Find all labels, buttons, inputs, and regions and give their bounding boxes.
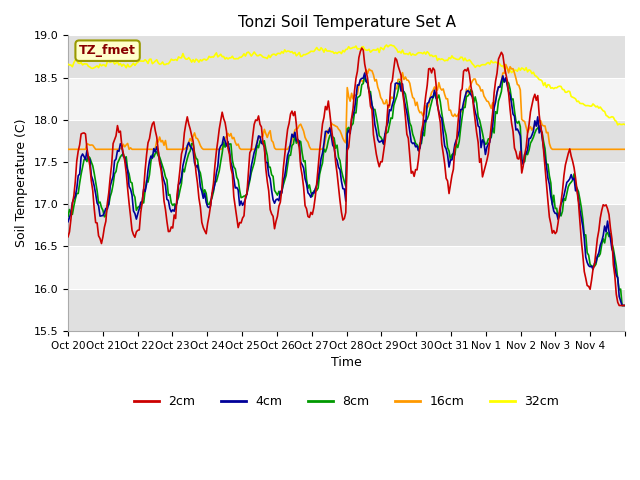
4cm [83, 148, 91, 154]
32cm [621, 122, 629, 128]
4cm [463, 89, 470, 95]
Bar [68, 162, 625, 204]
Bar [68, 204, 625, 246]
8cm [620, 302, 627, 308]
Title: Tonzi Soil Temperature Set A: Tonzi Soil Temperature Set A [237, 15, 456, 30]
4cm [620, 302, 627, 308]
4cm [361, 70, 369, 76]
4cm [100, 210, 108, 216]
2cm [463, 68, 470, 74]
Bar [68, 246, 625, 288]
2cm [100, 225, 108, 230]
32cm [545, 82, 553, 88]
2cm [545, 214, 553, 220]
32cm [614, 122, 621, 128]
8cm [618, 302, 626, 308]
8cm [64, 214, 72, 219]
Y-axis label: Soil Temperature (C): Soil Temperature (C) [15, 119, 28, 247]
Bar [68, 288, 625, 331]
16cm [545, 141, 553, 146]
X-axis label: Time: Time [331, 356, 362, 369]
16cm [618, 146, 626, 152]
Line: 16cm: 16cm [68, 64, 625, 149]
4cm [545, 181, 553, 187]
2cm [358, 45, 365, 51]
32cm [620, 121, 627, 127]
8cm [83, 159, 91, 165]
16cm [502, 61, 509, 67]
32cm [463, 58, 470, 63]
4cm [64, 219, 72, 225]
32cm [64, 61, 72, 67]
4cm [618, 302, 626, 308]
Legend: 2cm, 4cm, 8cm, 16cm, 32cm: 2cm, 4cm, 8cm, 16cm, 32cm [129, 390, 564, 413]
16cm [621, 146, 629, 152]
8cm [100, 214, 108, 220]
2cm [621, 302, 629, 308]
Text: TZ_fmet: TZ_fmet [79, 44, 136, 57]
32cm [387, 42, 395, 48]
32cm [351, 45, 358, 50]
2cm [615, 302, 623, 308]
Bar [68, 36, 625, 78]
2cm [351, 88, 358, 94]
16cm [64, 146, 72, 152]
Line: 4cm: 4cm [68, 73, 625, 305]
Line: 8cm: 8cm [68, 76, 625, 305]
32cm [83, 61, 91, 67]
8cm [463, 94, 470, 99]
8cm [361, 73, 369, 79]
2cm [64, 234, 72, 240]
16cm [100, 146, 108, 152]
16cm [83, 141, 91, 146]
32cm [100, 62, 108, 68]
2cm [620, 302, 627, 308]
4cm [351, 107, 358, 112]
Bar [68, 120, 625, 162]
16cm [351, 92, 358, 98]
16cm [461, 101, 469, 107]
8cm [351, 109, 358, 115]
Line: 2cm: 2cm [68, 48, 625, 305]
8cm [545, 173, 553, 179]
2cm [83, 145, 91, 151]
8cm [621, 302, 629, 308]
4cm [621, 302, 629, 308]
Line: 32cm: 32cm [68, 45, 625, 125]
Bar [68, 78, 625, 120]
